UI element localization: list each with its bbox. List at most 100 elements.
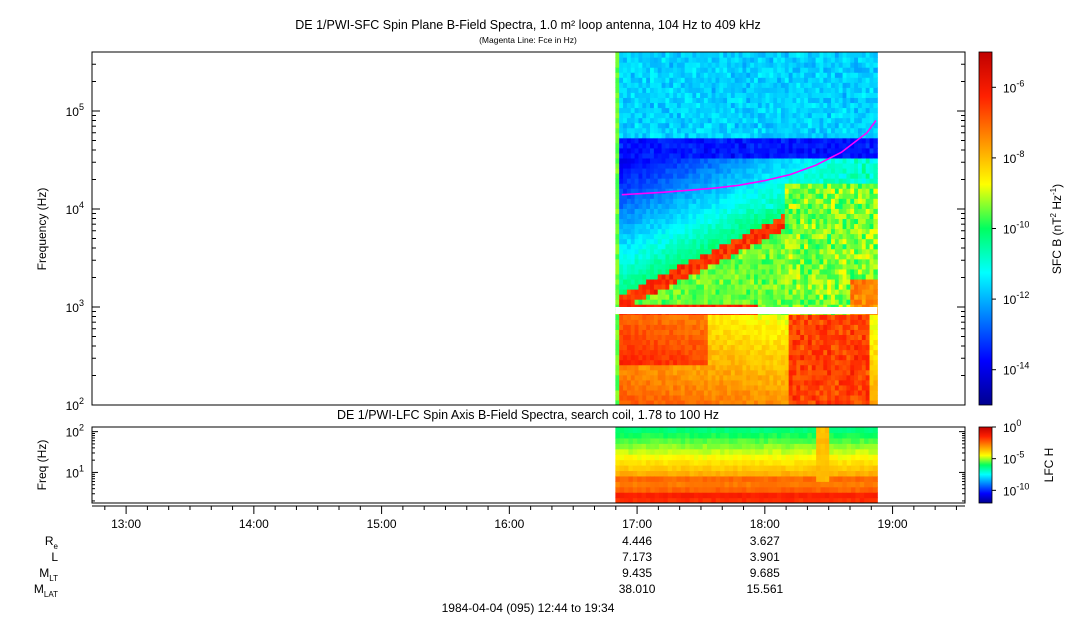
upper-heatmap-cell	[769, 138, 773, 144]
upper-heatmap-cell	[665, 203, 669, 209]
upper-heatmap-cell	[631, 339, 635, 345]
upper-heatmap-cell	[850, 163, 854, 169]
upper-heatmap-cell	[689, 319, 693, 325]
upper-heatmap-cell	[750, 198, 754, 204]
upper-heatmap-cell	[758, 148, 762, 154]
upper-heatmap-cell	[650, 314, 654, 320]
upper-heatmap-cell	[812, 87, 816, 93]
upper-heatmap-cell	[766, 198, 770, 204]
upper-heatmap-cell	[638, 153, 642, 159]
upper-heatmap-cell	[754, 57, 758, 63]
lower-heatmap-cell	[650, 460, 655, 466]
upper-heatmap-cell	[858, 102, 862, 108]
upper-heatmap-cell	[665, 208, 669, 214]
upper-heatmap-cell	[692, 67, 696, 73]
upper-heatmap-cell	[754, 279, 758, 285]
upper-heatmap-cell	[662, 173, 666, 179]
upper-heatmap-cell	[769, 52, 773, 58]
upper-heatmap-cell	[685, 360, 689, 366]
upper-heatmap-cell	[823, 128, 827, 134]
upper-heatmap-cell	[677, 168, 681, 174]
upper-heatmap-cell	[685, 390, 689, 396]
upper-heatmap-cell	[866, 163, 870, 169]
upper-heatmap-cell	[854, 218, 858, 224]
upper-heatmap-cell	[654, 107, 658, 113]
upper-heatmap-cell	[800, 188, 804, 194]
upper-heatmap-cell	[642, 269, 646, 275]
upper-heatmap-cell	[839, 269, 843, 275]
upper-heatmap-cell	[696, 234, 700, 240]
upper-heatmap-cell	[789, 87, 793, 93]
upper-heatmap-cell	[708, 319, 712, 325]
upper-heatmap-cell	[758, 314, 762, 320]
upper-heatmap-cell	[762, 153, 766, 159]
upper-heatmap-cell	[673, 123, 677, 129]
upper-heatmap-cell	[854, 107, 858, 113]
upper-heatmap-cell	[823, 168, 827, 174]
upper-heatmap-cell	[677, 385, 681, 391]
upper-heatmap-cell	[731, 274, 735, 280]
upper-heatmap-cell	[766, 133, 770, 139]
upper-heatmap-cell	[689, 148, 693, 154]
upper-heatmap-cell	[742, 269, 746, 275]
upper-heatmap-cell	[646, 62, 650, 68]
upper-heatmap-cell	[642, 329, 646, 335]
upper-heatmap-cell	[758, 188, 762, 194]
upper-heatmap-cell	[870, 113, 874, 119]
upper-heatmap-cell	[669, 344, 673, 350]
upper-heatmap-cell	[665, 229, 669, 235]
upper-heatmap-cell	[758, 294, 762, 300]
upper-heatmap-cell	[735, 370, 739, 376]
upper-heatmap-cell	[635, 350, 639, 356]
upper-heatmap-cell	[793, 62, 797, 68]
upper-heatmap-cell	[689, 380, 693, 386]
upper-heatmap-cell	[669, 107, 673, 113]
upper-heatmap-cell	[777, 208, 781, 214]
upper-heatmap-cell	[831, 52, 835, 58]
upper-heatmap-cell	[681, 72, 685, 78]
upper-heatmap-cell	[615, 62, 619, 68]
upper-heatmap-cell	[769, 279, 773, 285]
upper-heatmap-cell	[673, 299, 677, 305]
upper-heatmap-cell	[769, 350, 773, 356]
upper-heatmap-cell	[750, 107, 754, 113]
upper-heatmap-cell	[827, 254, 831, 260]
upper-heatmap-cell	[819, 234, 823, 240]
upper-heatmap-cell	[831, 274, 835, 280]
upper-heatmap-cell	[623, 334, 627, 340]
upper-heatmap-cell	[781, 344, 785, 350]
upper-heatmap-cell	[712, 329, 716, 335]
upper-heatmap-cell	[843, 102, 847, 108]
upper-heatmap-cell	[754, 223, 758, 229]
upper-heatmap-cell	[723, 163, 727, 169]
upper-heatmap-cell	[646, 259, 650, 265]
upper-heatmap-cell	[835, 138, 839, 144]
upper-heatmap-cell	[742, 274, 746, 280]
upper-heatmap-cell	[831, 168, 835, 174]
upper-heatmap-cell	[631, 97, 635, 103]
upper-heatmap-cell	[715, 339, 719, 345]
upper-heatmap-cell	[646, 375, 650, 381]
upper-heatmap-cell	[746, 148, 750, 154]
upper-heatmap-cell	[700, 148, 704, 154]
upper-heatmap-cell	[858, 314, 862, 320]
upper-heatmap-cell	[862, 97, 866, 103]
upper-heatmap-cell	[712, 118, 716, 124]
upper-heatmap-cell	[708, 203, 712, 209]
upper-heatmap-cell	[762, 92, 766, 98]
upper-heatmap-cell	[685, 213, 689, 219]
upper-heatmap-cell	[696, 229, 700, 235]
upper-heatmap-cell	[681, 193, 685, 199]
upper-heatmap-cell	[793, 97, 797, 103]
upper-heatmap-cell	[727, 274, 731, 280]
upper-heatmap-cell	[623, 163, 627, 169]
upper-heatmap-cell	[677, 123, 681, 129]
upper-heatmap-cell	[658, 198, 662, 204]
upper-heatmap-cell	[831, 92, 835, 98]
lower-heatmap-cell	[620, 481, 625, 487]
upper-heatmap-cell	[816, 360, 820, 366]
upper-heatmap-cell	[873, 360, 877, 366]
lower-heatmap-cell	[633, 449, 638, 455]
upper-heatmap-cell	[623, 385, 627, 391]
upper-heatmap-cell	[750, 264, 754, 270]
